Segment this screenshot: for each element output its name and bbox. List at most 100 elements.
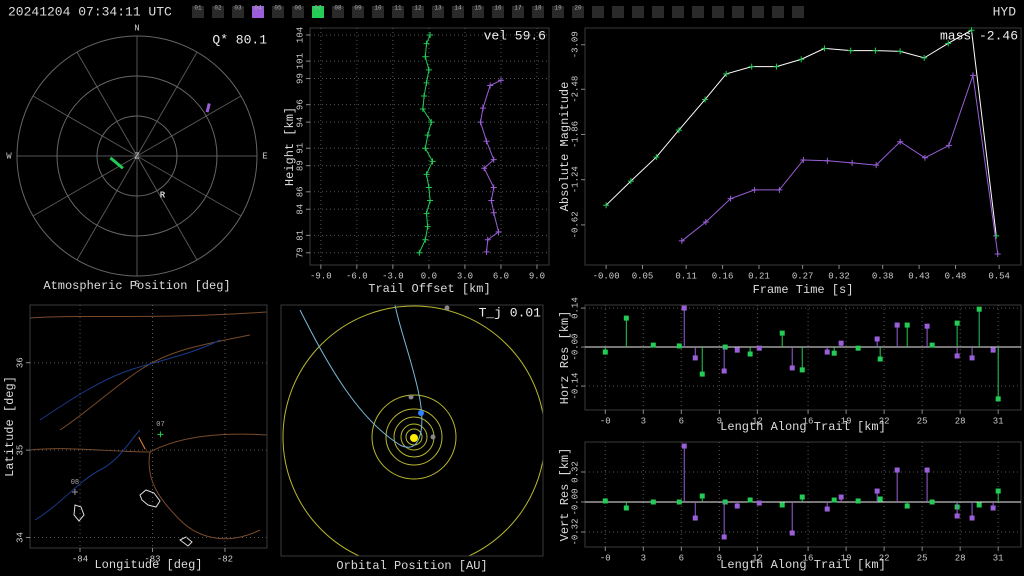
stem-marker	[838, 494, 844, 500]
y-tick-label: -2.48	[570, 76, 580, 103]
x-axis-label: Trail Offset [km]	[368, 282, 490, 296]
y-tick-label: 89	[295, 160, 305, 171]
camera-box	[552, 6, 564, 18]
annotation: mass -2.46	[940, 28, 1018, 43]
stem-marker	[623, 505, 629, 511]
camera-label: 10	[374, 5, 382, 12]
stem-marker	[874, 336, 880, 342]
station-label: 08	[71, 479, 79, 487]
x-tick-label: 25	[917, 416, 928, 426]
sun	[410, 434, 418, 442]
camera-label: 20	[574, 5, 582, 12]
track	[205, 103, 211, 113]
point-marker	[969, 72, 976, 79]
stem-marker	[995, 488, 1001, 494]
x-axis-label: Length Along Trail [km]	[720, 420, 886, 434]
orbit-ring	[282, 305, 543, 556]
y-axis-label: Absolute Magnitude	[558, 82, 572, 212]
stem-marker	[789, 365, 795, 371]
station-marker	[71, 489, 78, 496]
plot-frame	[584, 304, 1022, 411]
coast	[73, 489, 193, 547]
earth	[418, 410, 424, 416]
y-tick-label: -3.09	[570, 31, 580, 58]
stem-marker	[650, 499, 656, 505]
camera-label: 18	[534, 5, 542, 12]
point-marker	[678, 237, 685, 244]
stem-marker	[894, 467, 900, 473]
point-marker	[702, 218, 709, 225]
camera-label: 13	[434, 5, 442, 12]
stem-marker	[721, 534, 727, 540]
x-tick-label: 0.11	[675, 271, 697, 281]
point-marker	[653, 154, 660, 161]
point-marker	[751, 186, 758, 193]
point-marker	[423, 171, 430, 178]
x-axis-label: Longitude [deg]	[94, 558, 202, 572]
stem-marker	[929, 499, 935, 505]
station: HYD	[993, 4, 1017, 19]
ring	[96, 115, 178, 197]
stem-marker	[824, 506, 830, 512]
point-marker	[427, 197, 434, 204]
point-marker	[897, 48, 904, 55]
spoke	[32, 95, 138, 157]
stem-marker	[623, 315, 629, 321]
camera-box	[412, 6, 424, 18]
x-tick-label: 25	[917, 553, 928, 563]
camera-box	[752, 6, 764, 18]
camera-box	[632, 6, 644, 18]
x-tick-label: -9.0	[310, 271, 332, 281]
stem-marker	[904, 503, 910, 509]
camera-label: 12	[414, 5, 422, 12]
x-tick-label: 19	[841, 553, 852, 563]
point-marker	[483, 248, 490, 255]
y-tick-label: 96	[295, 99, 305, 110]
x-tick-label: 31	[993, 416, 1004, 426]
point-marker	[423, 210, 430, 217]
x-tick-label: 19	[841, 416, 852, 426]
stem-marker	[789, 530, 795, 536]
chart-title: Orbital Position [AU]	[336, 559, 487, 573]
spoke	[136, 155, 198, 261]
point-marker	[776, 186, 783, 193]
x-tick-label: -0.00	[593, 271, 620, 281]
camera-label: 06	[294, 5, 302, 12]
point-marker	[824, 157, 831, 164]
camera-label: 14	[454, 5, 462, 12]
x-tick-label: 28	[955, 416, 966, 426]
y-axis-label: Vert Res [km]	[558, 448, 572, 542]
point-marker	[993, 232, 1000, 239]
stem-marker	[990, 347, 996, 353]
camera-label: 02	[214, 5, 222, 12]
border	[148, 451, 261, 540]
camera-box	[432, 6, 444, 18]
camera-label: 17	[514, 5, 522, 12]
stem-marker	[602, 349, 608, 355]
stem-marker	[681, 443, 687, 449]
x-tick-label: 31	[993, 553, 1004, 563]
spoke	[32, 155, 138, 217]
x-tick-label: 12	[752, 416, 763, 426]
camera-box	[312, 6, 324, 18]
plot-frame	[29, 304, 268, 549]
point-marker	[481, 165, 488, 172]
stem-marker	[692, 355, 698, 361]
stem-marker	[799, 367, 805, 373]
y-axis-label: Height [km]	[283, 107, 297, 186]
direction-label: S	[134, 279, 139, 289]
stem-marker	[722, 344, 728, 350]
camera-box	[652, 6, 664, 18]
y-tick-label: 34	[15, 532, 25, 543]
orbit-ring	[371, 394, 457, 480]
y-tick-label: 101	[295, 53, 305, 69]
plot-frame	[309, 27, 550, 266]
point-marker	[421, 92, 428, 99]
river	[39, 339, 221, 421]
station-label: 07	[156, 421, 164, 429]
stem-marker	[650, 342, 656, 348]
stem-marker	[831, 350, 837, 356]
map-features	[30, 311, 267, 547]
ring	[56, 75, 218, 237]
